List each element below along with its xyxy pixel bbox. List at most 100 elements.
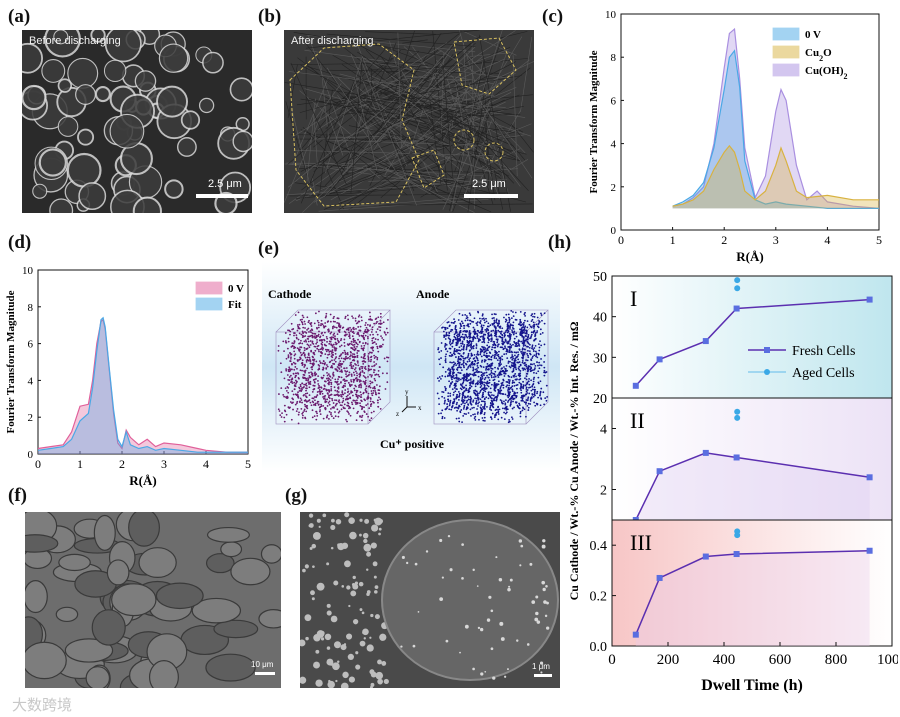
atom [376, 320, 378, 323]
atom [491, 348, 493, 351]
atom [340, 370, 343, 373]
atom [524, 377, 526, 380]
atom [483, 413, 486, 416]
atom [326, 374, 329, 377]
y-tick-label: 2 [611, 182, 617, 194]
atom [512, 357, 515, 360]
crack-texture [372, 117, 439, 195]
atom [297, 338, 300, 341]
atom [522, 337, 525, 340]
atom [332, 354, 335, 356]
grain [78, 182, 107, 211]
atom [297, 311, 300, 314]
aged-point [734, 528, 741, 535]
crack-texture [369, 167, 379, 186]
atom [473, 406, 475, 409]
atom [369, 360, 372, 363]
grain [25, 641, 67, 680]
atom [489, 406, 492, 409]
atom [349, 406, 352, 409]
atom [475, 344, 478, 347]
atom [326, 356, 329, 359]
atom [468, 388, 470, 391]
atom [454, 320, 456, 323]
crack-texture [492, 122, 526, 161]
atom [522, 384, 525, 387]
atom [455, 403, 458, 406]
crack-texture [354, 38, 408, 167]
atom [515, 332, 518, 335]
atom [369, 400, 372, 403]
atom [507, 396, 510, 399]
fresh-point [733, 454, 740, 461]
atom [334, 335, 336, 338]
crack-texture [306, 98, 316, 182]
atom [349, 364, 351, 367]
atom [324, 408, 327, 411]
atom [496, 394, 499, 397]
atom [476, 397, 478, 400]
scale-bar-g [534, 674, 552, 677]
atom [363, 352, 366, 355]
atom [302, 352, 305, 355]
panel-letter-b: (b) [258, 6, 282, 27]
atom [298, 348, 300, 351]
atom [451, 361, 453, 364]
fresh-point [702, 338, 709, 345]
grain [32, 183, 48, 199]
grain [103, 59, 127, 83]
atom [508, 346, 511, 349]
atom [296, 324, 299, 326]
atom [363, 406, 365, 409]
atom [508, 380, 511, 383]
atom [527, 409, 530, 411]
atom [523, 313, 526, 316]
crack-texture [337, 94, 371, 140]
atom [323, 363, 326, 366]
atom [449, 330, 452, 333]
atom [472, 326, 475, 329]
cube-edge [525, 310, 549, 425]
grain [106, 559, 130, 586]
atom [482, 393, 484, 396]
atom [531, 355, 534, 358]
atom [479, 320, 482, 322]
atom [324, 316, 327, 319]
atom [478, 392, 480, 395]
atom [337, 339, 339, 342]
atom [482, 366, 485, 369]
atom [367, 358, 370, 361]
atom [491, 412, 494, 415]
atom [362, 357, 365, 360]
atom [310, 334, 313, 337]
atom [531, 344, 534, 347]
atom [492, 324, 494, 326]
atom [461, 355, 464, 358]
atom [474, 374, 477, 377]
atom [530, 335, 533, 338]
atom [502, 386, 505, 389]
atom [500, 389, 503, 392]
atom [349, 354, 352, 357]
atom [447, 367, 450, 370]
particle [425, 550, 429, 553]
atom [483, 400, 486, 403]
plot-frame [620, 13, 880, 231]
particle [412, 644, 416, 648]
atom [303, 403, 306, 406]
scale-text-f: 10 μm [251, 660, 274, 669]
atom [294, 346, 297, 349]
crack-texture [359, 37, 440, 68]
atom [347, 390, 350, 393]
particle [447, 534, 451, 538]
atom [322, 374, 325, 377]
atom [453, 377, 456, 380]
atom [491, 363, 493, 365]
atom [288, 352, 291, 354]
atom [525, 329, 528, 332]
atom [468, 312, 471, 315]
atom [529, 386, 532, 389]
atom [521, 360, 524, 362]
atom [492, 344, 495, 346]
atom [372, 392, 375, 394]
